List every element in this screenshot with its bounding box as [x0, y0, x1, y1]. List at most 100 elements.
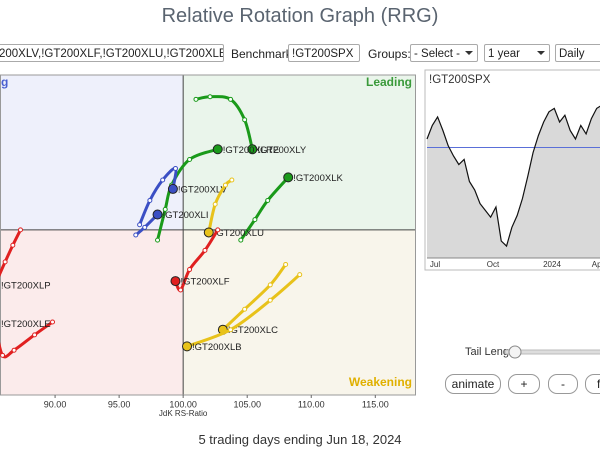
tail-point — [297, 272, 303, 278]
period-select[interactable]: 1 year — [484, 44, 550, 62]
page-title: Relative Rotation Graph (RRG) — [161, 5, 439, 27]
slider-track — [504, 349, 600, 355]
tail-head — [283, 172, 294, 183]
benchmark-x-label: Oct — [487, 260, 500, 269]
tail-head — [182, 341, 193, 352]
tail-head — [167, 183, 178, 194]
x-tick-label: 90.00 — [44, 399, 67, 409]
series-label: !GT200XLY — [257, 145, 307, 156]
x-tick-label: 115.00 — [362, 399, 389, 409]
fit-button[interactable]: fi — [585, 374, 600, 394]
tail-point — [32, 332, 38, 338]
quadrant-weakening — [183, 229, 415, 395]
tail-point — [202, 247, 208, 253]
tail-point — [222, 182, 228, 188]
series-label: !GT200XLP — [1, 280, 51, 291]
tail-point — [178, 287, 184, 293]
benchmark-input[interactable]: !GT200SPX — [288, 44, 360, 62]
benchmark-x-label: 2024 — [543, 260, 561, 269]
quadrant-label: Leading — [366, 75, 412, 89]
plot-border — [0, 74, 416, 396]
tail-point — [142, 224, 148, 230]
tail-point — [252, 217, 258, 223]
tail-point — [0, 352, 6, 358]
tail-point — [242, 117, 248, 123]
tail-point — [267, 282, 273, 288]
benchmark-x-label: Apr — [592, 260, 600, 269]
tail-point — [147, 197, 153, 203]
tail-point — [265, 197, 271, 203]
tail-point — [229, 177, 235, 183]
quadrants: g Leading Weakening — [0, 74, 416, 396]
tail-length-label: Tail Length: — [465, 346, 521, 358]
benchmark-title: !GT200SPX — [429, 74, 491, 86]
series-label: !GT200XLV — [178, 184, 228, 195]
x-tick-label: 110.00 — [298, 399, 325, 409]
tail-point — [207, 94, 213, 100]
tail-line — [185, 273, 302, 348]
groups-select[interactable]: - Select - — [410, 44, 478, 62]
tail-point — [187, 267, 193, 273]
tail-line — [207, 178, 234, 234]
symbols-input[interactable]: 200XLV,!GT200XLF,!GT200XLU,!GT200XLE,!G — [0, 44, 224, 62]
series-label: !GT200XLU — [214, 228, 264, 239]
series-label: !GT200XLF — [180, 277, 229, 288]
tail-head — [203, 227, 214, 238]
tail-point — [50, 319, 56, 325]
tail-point — [215, 227, 221, 233]
series-label: !GT200XLI — [163, 210, 209, 221]
benchmark-panel: !GT200SPX Jul Oct 2024 Apr — [424, 69, 600, 271]
tail-head — [212, 144, 223, 155]
tail-point — [11, 347, 17, 353]
x-tick-label: 105.00 — [233, 399, 261, 409]
quadrant-leading — [183, 75, 415, 230]
quadrant-label: Weakening — [349, 375, 412, 389]
x-axis-label: JdK RS-Ratio — [159, 409, 208, 418]
benchmark-area — [427, 106, 600, 258]
plus-button[interactable]: + — [508, 374, 540, 394]
tail-point — [212, 201, 218, 207]
quadrant-improving — [0, 75, 184, 230]
benchmark-line — [426, 105, 600, 248]
tail-slider[interactable]: Tail Length: — [465, 345, 600, 359]
tail-point — [267, 297, 273, 303]
tail-point — [133, 232, 139, 238]
tail-point — [193, 96, 199, 102]
tail-point — [10, 242, 16, 248]
tail-point — [2, 259, 8, 265]
groups-label: Groups: — [368, 47, 411, 61]
tail-head — [152, 209, 163, 220]
animate-button[interactable]: animate — [445, 374, 501, 394]
tail-line — [0, 228, 22, 278]
tail-point — [172, 165, 178, 171]
slider-knob — [508, 345, 522, 359]
tail-point — [17, 227, 23, 233]
tail-point — [155, 237, 161, 243]
tail-point — [238, 237, 244, 243]
tail-point — [162, 206, 168, 212]
tail-line — [221, 262, 288, 332]
quadrant-label: g — [1, 75, 8, 89]
series-label: !GT200XLRE — [223, 145, 280, 156]
x-tick-label: 100.00 — [169, 399, 197, 409]
tail-line — [239, 175, 290, 242]
tail-point — [160, 177, 166, 183]
tails: !GT200XLY!GT200XLRE !GT200XLK !GT200XLV !GT… — [0, 94, 343, 359]
series-label: !GT200XLC — [228, 325, 278, 336]
frequency-select[interactable]: Daily — [555, 44, 600, 62]
series-label: !GT200XLE — [1, 319, 51, 330]
tail-head — [170, 276, 181, 287]
benchmark-label: Benchmark: — [231, 47, 296, 61]
benchmark-x-label: Jul — [430, 260, 440, 269]
series-label: !GT200XLB — [192, 342, 242, 353]
tail-point — [242, 306, 248, 312]
tail-head — [247, 144, 258, 155]
tail-point — [187, 156, 193, 162]
tail-point — [228, 327, 234, 333]
footer: 5 trading days ending Jun 18, 2024 — [198, 432, 402, 447]
minus-button[interactable]: - — [548, 374, 578, 394]
x-axis: 90.00 95.00 100.00 105.00 110.00 115.00 JdK RS… — [44, 395, 389, 418]
tail-point — [283, 261, 289, 267]
